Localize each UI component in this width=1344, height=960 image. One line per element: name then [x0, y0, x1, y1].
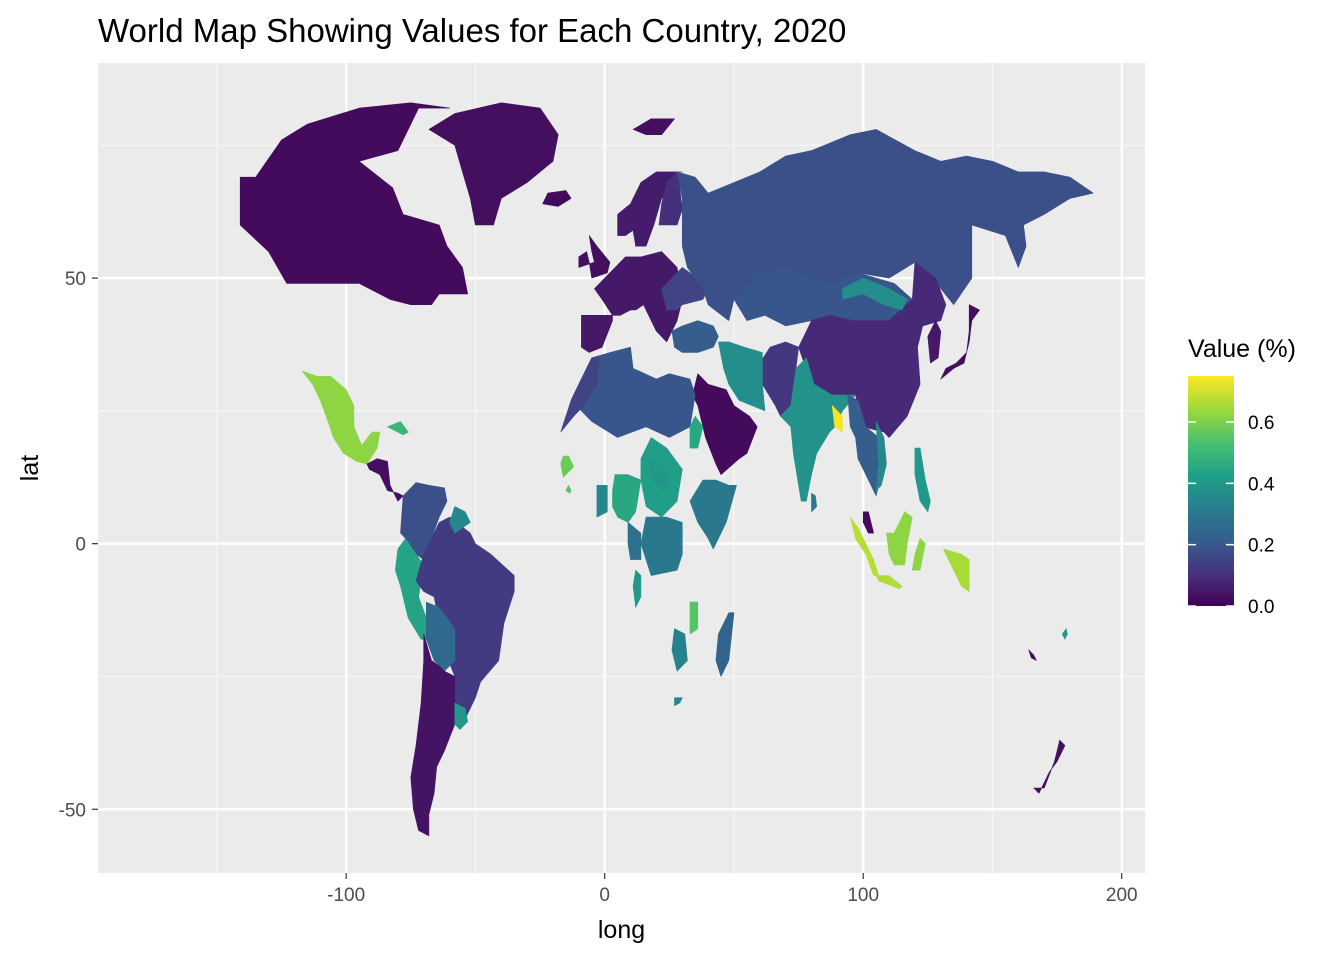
region-mexico: [301, 370, 381, 465]
region-russia: [676, 129, 1094, 321]
map-regions: [239, 102, 1094, 837]
region-colombia-venezuela: [400, 482, 448, 560]
region-egypt-red-sea: [689, 415, 704, 449]
x-axis: -100 0 100 200: [327, 873, 1138, 906]
region-ghana: [596, 484, 608, 518]
region-bolivia-paraguay: [425, 601, 456, 672]
x-tick-label: 0: [599, 885, 610, 906]
legend-tick-label: 0.2: [1248, 536, 1274, 557]
region-arabia: [692, 373, 758, 475]
region-zambia-zimbabwe: [671, 628, 688, 672]
legend-ticks: 0.0 0.2 0.4 0.6: [1188, 413, 1275, 618]
region-new-zealand: [1033, 739, 1066, 794]
region-senegal: [560, 455, 575, 478]
y-tick-label: -50: [59, 800, 86, 821]
region-horn-strip: [648, 458, 670, 491]
region-guinea: [565, 484, 572, 494]
region-iran: [718, 341, 766, 412]
legend-colorbar: [1188, 376, 1234, 606]
region-fiji: [1062, 628, 1068, 640]
region-cameroon-gabon: [627, 522, 642, 560]
region-ethiopia-somalia: [689, 479, 737, 550]
region-svalbard: [632, 118, 675, 135]
region-philippines: [914, 447, 931, 513]
region-sulawesi: [911, 538, 926, 571]
region-pakistan-afghanistan: [759, 341, 799, 417]
legend-tick-label: 0.6: [1248, 413, 1274, 434]
region-madagascar: [715, 612, 735, 677]
x-tick-label: -100: [327, 885, 365, 906]
region-china-north-strip: [842, 277, 908, 311]
region-argentina-chile: [410, 633, 456, 837]
legend-tick-label: 0.4: [1248, 474, 1275, 495]
region-central-africa: [640, 516, 683, 576]
region-turkey: [671, 320, 719, 353]
x-tick-label: 200: [1106, 885, 1138, 906]
region-iceland: [542, 190, 572, 207]
region-greenland: [428, 102, 559, 226]
region-borneo: [886, 511, 913, 566]
x-tick-label: 100: [847, 885, 879, 906]
region-sri-lanka: [811, 492, 818, 513]
legend-title: Value (%): [1188, 335, 1296, 363]
x-axis-title: long: [598, 916, 645, 944]
region-japan: [940, 304, 980, 380]
y-tick-label: 50: [65, 269, 86, 290]
region-guianas: [449, 506, 471, 534]
region-south-africa: [674, 697, 683, 707]
region-new-caledonia: [1028, 649, 1037, 661]
region-uruguay: [454, 702, 469, 730]
legend-tick-label: 0.0: [1248, 597, 1274, 618]
y-axis-title: lat: [16, 455, 44, 481]
region-new-guinea: [943, 548, 970, 592]
region-southeast-asia: [847, 394, 885, 497]
region-angola: [632, 569, 642, 608]
region-java: [875, 575, 903, 590]
region-morocco-western-sahara: [560, 357, 600, 433]
y-axis: -50 0 50: [59, 269, 98, 821]
region-vietnam: [875, 421, 887, 491]
region-bangladesh: [831, 405, 843, 433]
region-canada: [239, 102, 469, 306]
chart-title: World Map Showing Values for Each Countr…: [98, 12, 846, 49]
y-tick-label: 0: [75, 535, 86, 556]
legend: Value (%) 0.0 0.2 0.4 0.6: [1188, 335, 1296, 618]
region-western-europe: [581, 251, 683, 353]
region-cuba: [387, 421, 409, 436]
region-british-isles: [578, 235, 611, 279]
region-korea: [927, 320, 942, 364]
region-thailand-malaysia: [862, 511, 874, 534]
region-mozambique: [689, 601, 699, 635]
region-north-africa: [570, 346, 696, 438]
